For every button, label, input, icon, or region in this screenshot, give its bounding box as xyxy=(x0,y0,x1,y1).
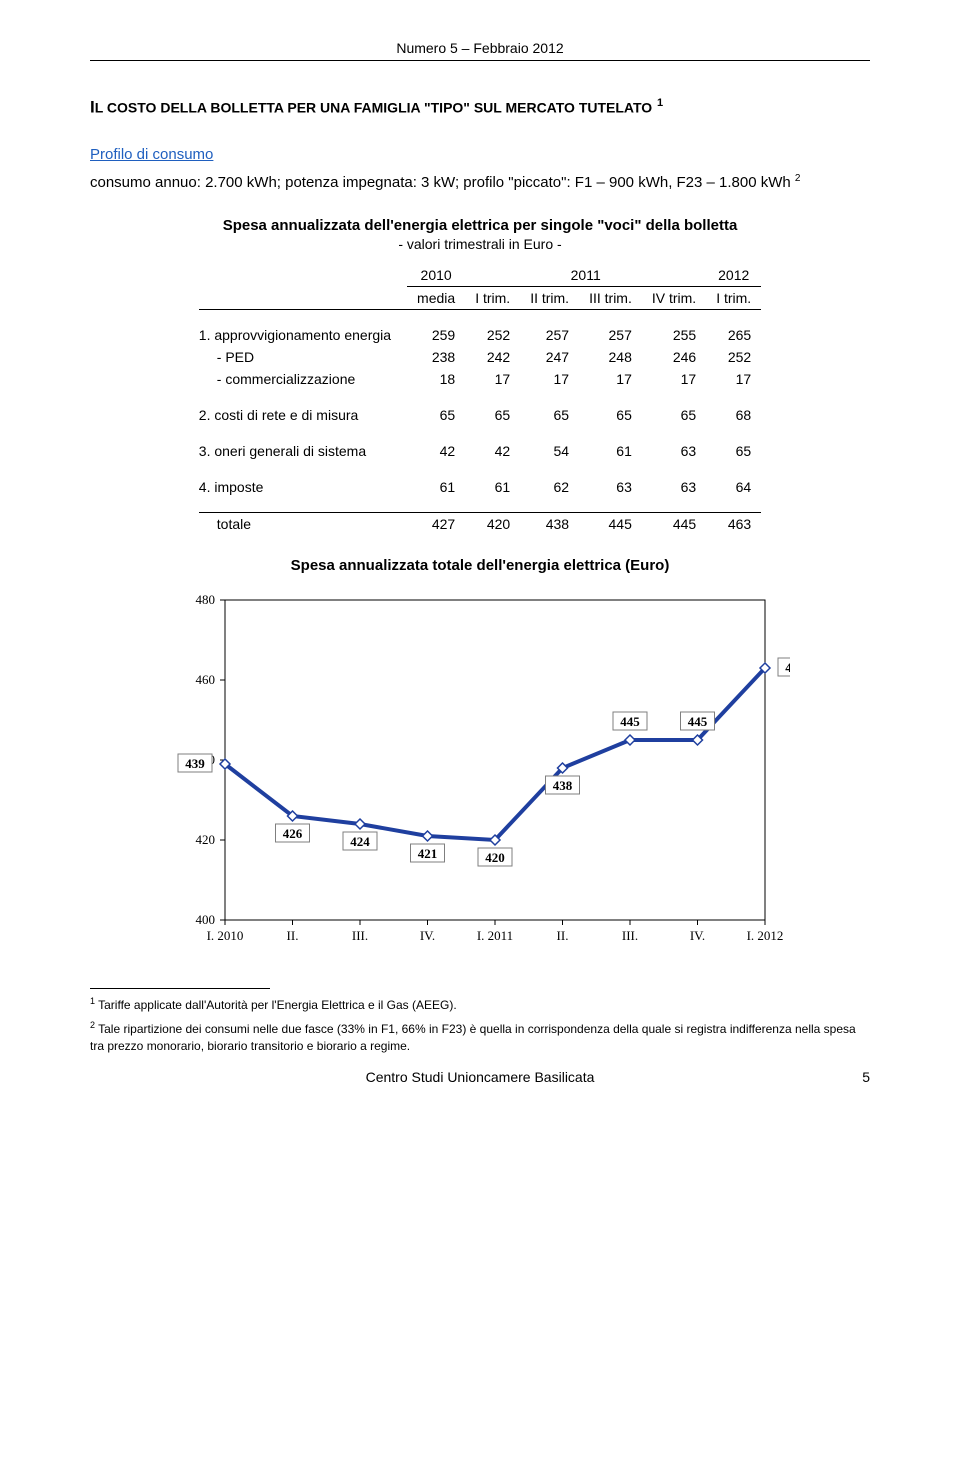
table-subcaption: - valori trimestrali in Euro - xyxy=(90,236,870,252)
svg-text:I. 2011: I. 2011 xyxy=(477,928,513,943)
table-row: 3. oneri generali di sistema424254616365 xyxy=(199,440,761,462)
svg-text:438: 438 xyxy=(553,778,573,793)
table-caption: Spesa annualizzata dell'energia elettric… xyxy=(90,217,870,234)
footer-page-number: 5 xyxy=(862,1069,870,1085)
chart-caption: Spesa annualizzata totale dell'energia e… xyxy=(90,557,870,574)
body-text-main: consumo annuo: 2.700 kWh; potenza impegn… xyxy=(90,174,795,191)
svg-text:400: 400 xyxy=(196,912,216,927)
svg-text:III.: III. xyxy=(352,928,368,943)
title-text: L COSTO DELLA BOLLETTA PER UNA FAMIGLIA … xyxy=(95,100,652,116)
svg-text:421: 421 xyxy=(418,846,438,861)
body-footnote-ref: 2 xyxy=(795,173,801,184)
header-issue: Numero 5 – Febbraio 2012 xyxy=(90,40,870,56)
svg-text:IV.: IV. xyxy=(420,928,435,943)
table-total-row: totale427420438445445463 xyxy=(199,512,761,535)
page-footer: Centro Studi Unioncamere Basilicata 5 xyxy=(90,1069,870,1085)
table-row: 2. costi di rete e di misura656565656568 xyxy=(199,404,761,426)
svg-text:439: 439 xyxy=(185,756,205,771)
svg-text:II.: II. xyxy=(557,928,569,943)
footnote-1: 1 Tariffe applicate dall'Autorità per l'… xyxy=(90,995,870,1014)
table-row: - PED238242247248246252 xyxy=(199,346,761,368)
title-footnote-ref: 1 xyxy=(657,97,663,109)
svg-text:420: 420 xyxy=(485,850,505,865)
svg-text:I. 2010: I. 2010 xyxy=(207,928,244,943)
svg-text:IV.: IV. xyxy=(690,928,705,943)
table-row: 4. imposte616162636364 xyxy=(199,476,761,498)
svg-text:II.: II. xyxy=(287,928,299,943)
page-title: IL COSTO DELLA BOLLETTA PER UNA FAMIGLIA… xyxy=(90,97,870,118)
svg-text:480: 480 xyxy=(196,592,216,607)
svg-text:III.: III. xyxy=(622,928,638,943)
footnote-2-text: Tale ripartizione dei consumi nelle due … xyxy=(90,1022,856,1053)
footnote-1-text: Tariffe applicate dall'Autorità per l'En… xyxy=(95,998,457,1012)
footnote-2: 2 Tale ripartizione dei consumi nelle du… xyxy=(90,1019,870,1055)
svg-text:I. 2012: I. 2012 xyxy=(747,928,784,943)
header-rule xyxy=(90,60,870,61)
spesa-table: 201020112012mediaI trim.II trim.III trim… xyxy=(199,264,761,535)
svg-text:463: 463 xyxy=(785,660,790,675)
spesa-chart: 400420440460480I. 2010II.III.IV.I. 2011I… xyxy=(170,580,790,960)
svg-text:445: 445 xyxy=(620,714,640,729)
table-row: - commercializzazione181717171717 xyxy=(199,368,761,390)
footer-center: Centro Studi Unioncamere Basilicata xyxy=(366,1069,595,1085)
chart-container: 400420440460480I. 2010II.III.IV.I. 2011I… xyxy=(90,580,870,960)
svg-text:426: 426 xyxy=(283,826,303,841)
table-row: 1. approvvigionamento energia25925225725… xyxy=(199,324,761,346)
section-body: consumo annuo: 2.700 kWh; potenza impegn… xyxy=(90,173,870,191)
svg-text:420: 420 xyxy=(196,832,216,847)
svg-text:445: 445 xyxy=(688,714,708,729)
svg-text:424: 424 xyxy=(350,834,370,849)
section-subtitle: Profilo di consumo xyxy=(90,146,870,163)
svg-text:460: 460 xyxy=(196,672,216,687)
footnote-rule xyxy=(90,988,270,989)
